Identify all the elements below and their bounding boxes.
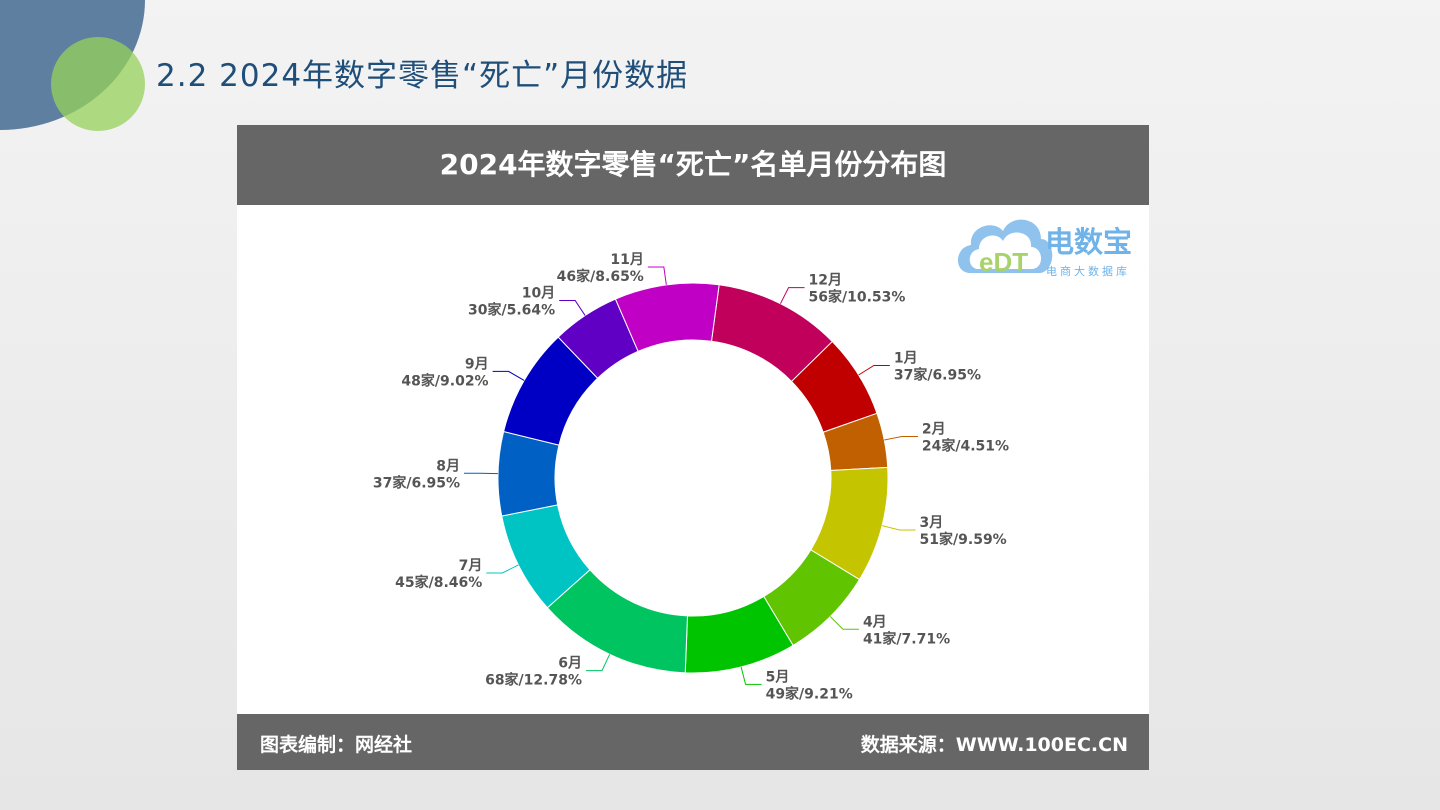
slice-label-value: 45家/8.46%	[395, 574, 482, 591]
slice-label-value: 51家/9.59%	[920, 531, 1007, 548]
slice-label-value: 46家/8.65%	[557, 268, 644, 285]
leader-line	[559, 300, 586, 316]
slice-label-month: 4月	[863, 614, 887, 630]
logo-mark: eDT	[979, 247, 1028, 277]
slice-label-value: 37家/6.95%	[894, 366, 981, 383]
leader-line	[829, 616, 859, 630]
slice-label-month: 6月	[558, 656, 582, 672]
slice-label-value: 48家/9.02%	[401, 372, 488, 389]
slice-label-value: 37家/6.95%	[373, 474, 460, 491]
slice-label-month: 7月	[459, 558, 483, 574]
chart-footer: 图表编制：网经社 数据来源：WWW.100EC.CN	[237, 714, 1149, 770]
slice-label-month: 8月	[436, 458, 460, 474]
slice-label-month: 5月	[766, 669, 790, 685]
slice-8月[interactable]	[497, 430, 560, 517]
slice-label-value: 30家/5.64%	[468, 302, 555, 319]
slice-label-month: 1月	[894, 350, 918, 366]
leader-line	[884, 435, 918, 441]
slice-label-month: 12月	[809, 273, 842, 289]
leader-line	[486, 564, 519, 574]
decor-green-circle	[51, 37, 145, 131]
slice-label-month: 3月	[920, 515, 944, 531]
chart-card: 2024年数字零售“死亡”名单月份分布图 eDT 电数宝 电商大数据库 12月 5…	[237, 125, 1149, 770]
leader-line	[647, 266, 667, 285]
slice-label-value: 68家/12.78%	[485, 672, 582, 689]
slice-label-month: 11月	[610, 252, 643, 268]
edt-logo: eDT 电数宝 电商大数据库	[957, 207, 1147, 282]
chart-title: 2024年数字零售“死亡”名单月份分布图	[237, 125, 1149, 205]
leader-line	[881, 525, 916, 531]
logo-name: 电数宝	[1045, 225, 1132, 259]
slice-11月[interactable]	[614, 282, 720, 353]
leader-line	[492, 370, 525, 381]
slice-label-value: 56家/10.53%	[809, 289, 906, 306]
slice-label-value: 49家/9.21%	[766, 685, 853, 702]
leader-line	[858, 364, 890, 376]
slice-label-value: 24家/4.51%	[922, 437, 1009, 454]
footer-credit: 图表编制：网经社	[260, 734, 413, 756]
logo-tagline: 电商大数据库	[1046, 264, 1130, 278]
slice-label-value: 41家/7.71%	[863, 630, 950, 647]
footer-source: 数据来源：WWW.100EC.CN	[860, 734, 1128, 756]
slice-label-month: 9月	[465, 356, 489, 372]
slide-title: 2.2 2024年数字零售“死亡”月份数据	[156, 58, 689, 94]
slice-label-month: 10月	[522, 286, 555, 302]
leader-line	[780, 287, 805, 304]
slice-label-month: 2月	[922, 421, 946, 437]
leader-line	[585, 654, 611, 672]
leader-line	[740, 666, 762, 685]
donut-chart: 12月56家/10.53%1月37家/6.95%2月24家/4.51%3月51家…	[373, 252, 1009, 702]
